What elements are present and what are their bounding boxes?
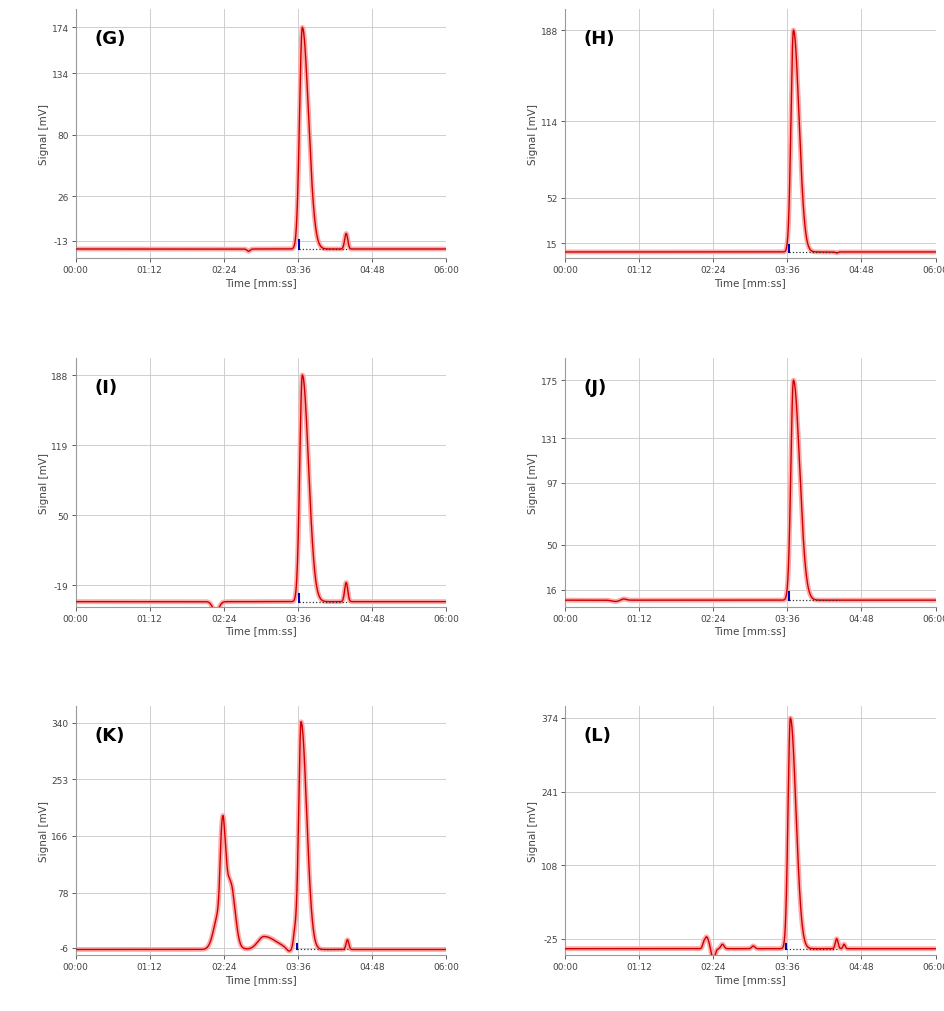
Text: (I): (I) xyxy=(94,378,117,396)
Y-axis label: Signal [mV]: Signal [mV] xyxy=(39,801,48,861)
X-axis label: Time [mm:ss]: Time [mm:ss] xyxy=(714,278,785,287)
Y-axis label: Signal [mV]: Signal [mV] xyxy=(39,104,49,165)
X-axis label: Time [mm:ss]: Time [mm:ss] xyxy=(714,975,785,984)
Y-axis label: Signal [mV]: Signal [mV] xyxy=(528,104,537,165)
Text: (L): (L) xyxy=(582,727,611,744)
Text: (G): (G) xyxy=(94,30,126,48)
Text: (J): (J) xyxy=(582,378,606,396)
Y-axis label: Signal [mV]: Signal [mV] xyxy=(528,801,537,861)
X-axis label: Time [mm:ss]: Time [mm:ss] xyxy=(225,626,296,636)
X-axis label: Time [mm:ss]: Time [mm:ss] xyxy=(225,975,296,984)
Y-axis label: Signal [mV]: Signal [mV] xyxy=(528,452,537,514)
X-axis label: Time [mm:ss]: Time [mm:ss] xyxy=(714,626,785,636)
Text: (H): (H) xyxy=(582,30,615,48)
Text: (K): (K) xyxy=(94,727,125,744)
X-axis label: Time [mm:ss]: Time [mm:ss] xyxy=(225,278,296,287)
Y-axis label: Signal [mV]: Signal [mV] xyxy=(39,452,48,514)
